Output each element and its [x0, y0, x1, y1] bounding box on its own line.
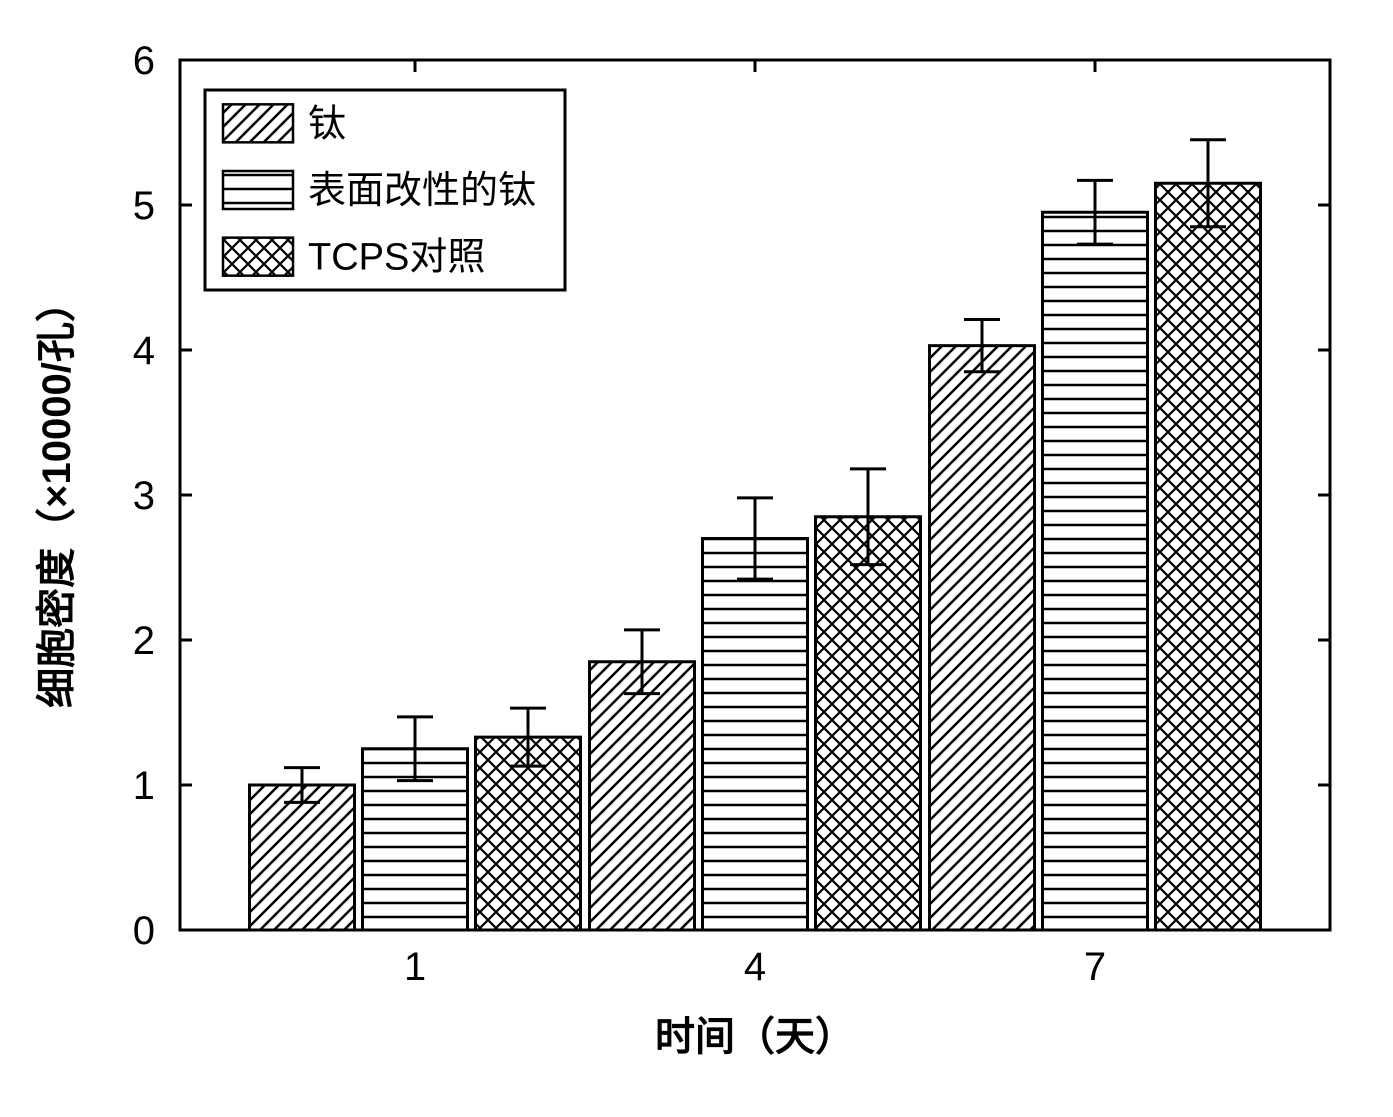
x-axis-label: 时间（天）: [655, 1015, 855, 1059]
bar: [1043, 212, 1148, 930]
legend-swatch: [223, 238, 293, 276]
bar: [703, 539, 808, 931]
y-tick-label: 6: [133, 39, 155, 83]
bar: [250, 785, 355, 930]
bar: [930, 346, 1035, 930]
y-axis-label: 细胞密度（×10000/孔）: [35, 282, 79, 708]
x-tick-label: 4: [744, 945, 766, 989]
x-tick-label: 7: [1084, 945, 1106, 989]
legend-swatch: [223, 171, 293, 209]
y-tick-label: 0: [133, 909, 155, 953]
y-tick-label: 4: [133, 329, 155, 373]
y-tick-label: 1: [133, 764, 155, 808]
y-tick-label: 5: [133, 184, 155, 228]
y-tick-label: 3: [133, 474, 155, 518]
bar: [590, 662, 695, 930]
x-tick-label: 1: [404, 945, 426, 989]
legend-label: TCPS对照: [308, 237, 485, 279]
chart-container: 0 1 2 3 4 5 6 1 4 7 时间（天） 细胞密度（×10000/孔） 钛表面改性的钛 TCPS…: [0, 0, 1393, 1117]
bar: [1156, 183, 1261, 930]
legend-swatch: [223, 104, 293, 142]
bar: [816, 517, 921, 930]
legend-label: 表面改性的钛: [308, 170, 536, 212]
bar-chart: 0 1 2 3 4 5 6 1 4 7 时间（天） 细胞密度（×10000/孔） 钛表面改性的钛 TCPS…: [0, 0, 1393, 1117]
y-tick-label: 2: [133, 619, 155, 663]
legend-label: 钛: [308, 103, 346, 145]
